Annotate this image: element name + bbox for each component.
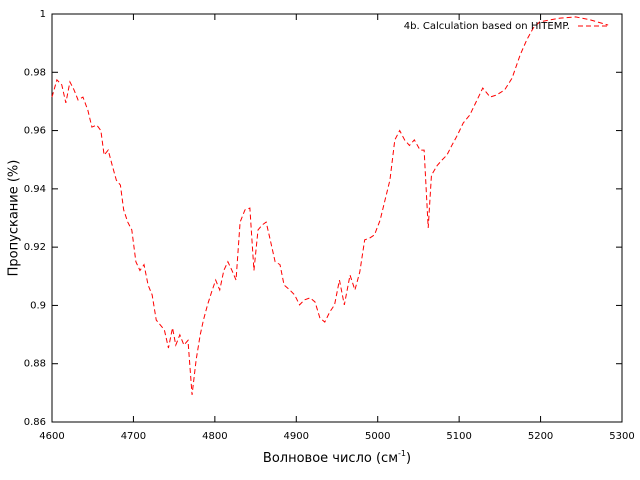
x-axis-title-text: Волновое число (см: [263, 451, 398, 466]
x-tick-label: 4600: [39, 431, 64, 442]
x-tick-label: 4800: [202, 431, 227, 442]
x-axis-title: Волновое число (см-1): [263, 449, 411, 466]
y-axis-title: Пропускание (%): [7, 160, 22, 277]
x-tick-label: 5000: [365, 431, 390, 442]
x-tick-label: 5100: [446, 431, 471, 442]
plot-frame: [51, 13, 623, 423]
legend-label: 4b. Calculation based on HITEMP.: [404, 21, 570, 32]
x-tick-label: 5200: [528, 431, 553, 442]
y-tick-label: 0.9: [30, 300, 46, 311]
y-tick-label: 0.96: [24, 126, 46, 137]
y-tick-label: 1: [40, 9, 46, 20]
x-tick-label: 5300: [609, 431, 634, 442]
y-tick-label: 0.92: [24, 242, 46, 253]
y-tick-label: 0.88: [24, 359, 46, 370]
y-tick-label: 0.94: [24, 184, 46, 195]
x-axis-title-end: ): [406, 451, 411, 466]
y-tick-label: 0.98: [24, 67, 46, 78]
x-tick-label: 4900: [284, 431, 309, 442]
y-tick-label: 0.86: [24, 417, 46, 428]
data-line: [51, 16, 609, 395]
x-tick-label: 4700: [121, 431, 146, 442]
x-axis-title-sup: -1: [398, 449, 406, 458]
